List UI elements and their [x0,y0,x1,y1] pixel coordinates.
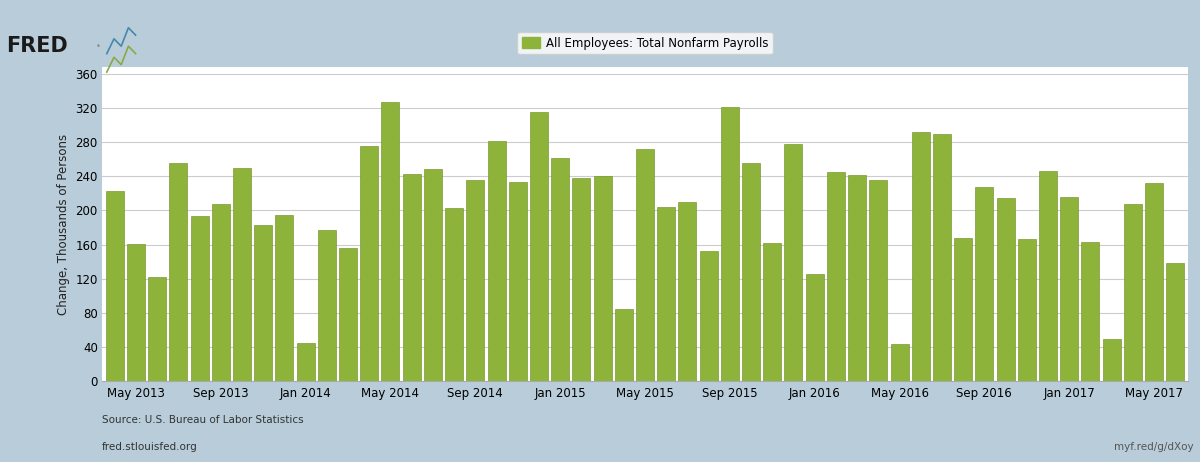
Bar [169,164,187,381]
Bar [487,141,505,381]
Bar [805,274,823,381]
Bar [954,238,972,381]
Bar [1124,205,1142,381]
Bar [509,182,527,381]
Legend: All Employees: Total Nonfarm Payrolls: All Employees: Total Nonfarm Payrolls [517,32,773,55]
Bar [1081,242,1099,381]
Bar [869,180,887,381]
Text: Source: U.S. Bureau of Labor Statistics: Source: U.S. Bureau of Labor Statistics [102,415,304,425]
Bar [275,215,294,381]
Bar [296,343,314,381]
Bar [785,144,803,381]
Bar [763,243,781,381]
Bar [742,164,760,381]
Bar [1103,339,1121,381]
Bar [890,344,908,381]
Bar [254,225,272,381]
Bar [233,168,251,381]
Bar [340,248,358,381]
Bar [827,172,845,381]
Bar [445,208,463,381]
Bar [551,158,569,381]
Bar [932,134,950,381]
Bar [658,207,676,381]
Bar [1061,197,1079,381]
Bar [572,178,590,381]
Bar [191,216,209,381]
Bar [1166,263,1184,381]
Text: fred.stlouisfed.org: fred.stlouisfed.org [102,443,198,452]
Text: myf.red/g/dXoy: myf.red/g/dXoy [1115,443,1194,452]
Bar [318,230,336,381]
Bar [424,170,442,381]
Bar [1145,183,1163,381]
Bar [636,149,654,381]
Text: •: • [95,42,100,51]
Bar [360,146,378,381]
Bar [700,250,718,381]
Bar [148,277,166,381]
Bar [530,112,548,381]
Bar [211,204,229,381]
Bar [678,202,696,381]
Text: FRED: FRED [6,36,67,56]
Bar [721,107,739,381]
Bar [127,244,145,381]
Bar [976,187,994,381]
Bar [996,199,1015,381]
Bar [1018,239,1036,381]
Bar [848,175,866,381]
Bar [614,309,632,381]
Bar [1039,171,1057,381]
Bar [403,174,421,381]
Y-axis label: Change, Thousands of Persons: Change, Thousands of Persons [56,134,70,315]
Bar [106,191,124,381]
Bar [594,176,612,381]
Bar [382,102,400,381]
Bar [912,132,930,381]
Bar [467,180,485,381]
